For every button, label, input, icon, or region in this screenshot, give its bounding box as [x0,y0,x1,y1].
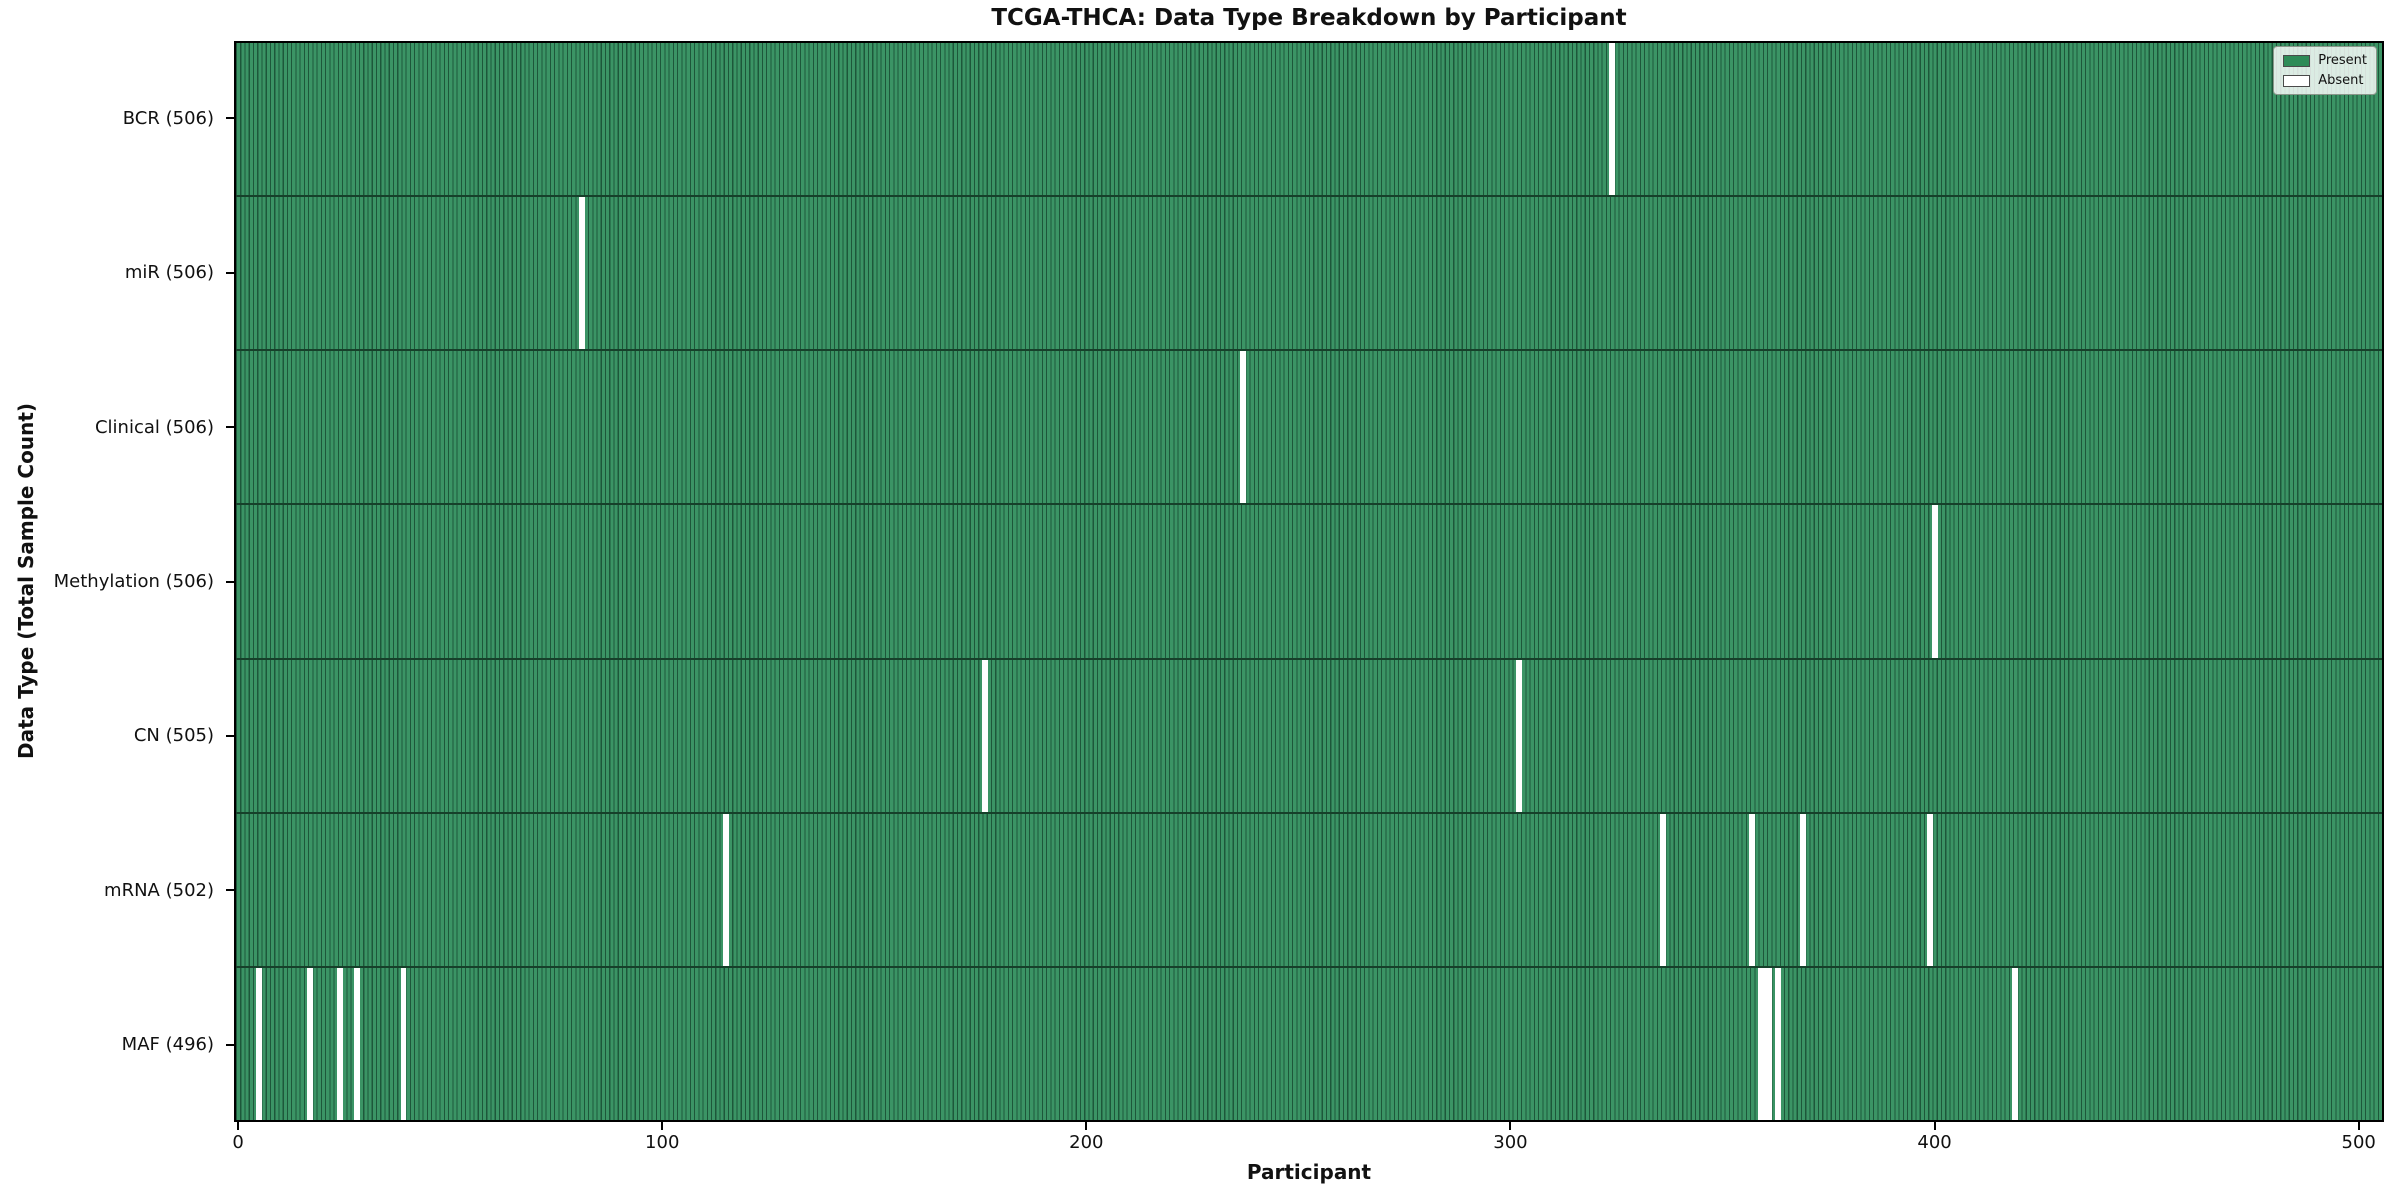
x-tick-label: 100 [645,1132,680,1153]
x-tick-label: 300 [1493,1132,1528,1153]
row-clinical [236,351,2382,506]
x-tick-label: 0 [232,1132,244,1153]
y-tick-label-mir: miR (506) [124,262,214,284]
absent-gap [1515,659,1522,812]
absent-gap [353,967,360,1120]
absent-gap [1931,505,1938,658]
y-tick-label-bcr: BCR (506) [122,107,214,129]
row-cn [236,659,2382,814]
y-tick-mark [226,580,234,583]
legend-label-absent: Absent [2318,73,2364,88]
y-tick-labels: BCR (506) miR (506) Clinical (506) Methylat… [0,41,226,1122]
row-mrna [236,813,2382,968]
row-methylation [236,505,2382,660]
legend-label-present: Present [2318,53,2367,68]
absent-gap [722,813,729,966]
row-maf [236,967,2382,1120]
absent-gap [1240,351,1247,504]
present-swatch [2283,54,2311,67]
absent-gap [1609,43,1616,196]
x-tick-mark [237,1122,240,1130]
x-tick-mark [1933,1122,1936,1130]
absent-gap [1927,813,1934,966]
absent-gap [2012,967,2019,1120]
absent-gap [1749,813,1756,966]
legend-entry-absent: Absent [2283,73,2367,88]
chart-title: TCGA-THCA: Data Type Breakdown by Partic… [991,5,1627,31]
y-tick-mark [226,734,234,737]
x-tick-label: 500 [2341,1132,2376,1153]
y-tick-mark [226,1043,234,1046]
x-tick-mark [2357,1122,2360,1130]
y-tick-label-mrna: mRNA (502) [104,879,214,901]
legend: Present Absent [2273,46,2377,95]
absent-gap [1660,813,1667,966]
x-tick-mark [661,1122,664,1130]
y-tick-mark [226,117,234,120]
absent-swatch [2283,74,2311,87]
x-tick-mark [1085,1122,1088,1130]
absent-gap [981,659,988,812]
absent-gap [1800,813,1807,966]
absent-gap [1757,967,1773,1120]
absent-gap [1774,967,1781,1120]
y-tick-label-clinical: Clinical (506) [94,416,214,438]
legend-entry-present: Present [2283,53,2367,68]
y-tick-mark [226,889,234,892]
x-tick-label: 200 [1069,1132,1104,1153]
y-tick-mark [226,426,234,429]
x-tick-mark [1509,1122,1512,1130]
x-tick-label: 400 [1917,1132,1952,1153]
absent-gap [307,967,314,1120]
plot-area: Present Absent [234,41,2384,1122]
y-tick-label-methylation: Methylation (506) [53,570,214,592]
x-axis-title: Participant [1246,1160,1372,1184]
absent-gap [256,967,263,1120]
absent-gap [578,197,585,350]
y-tick-label-cn: CN (505) [133,725,214,747]
absent-gap [336,967,343,1120]
y-tick-mark [226,271,234,274]
row-bcr [236,43,2382,198]
absent-gap [400,967,407,1120]
row-mir [236,197,2382,352]
y-tick-label-maf: MAF (496) [121,1034,214,1056]
